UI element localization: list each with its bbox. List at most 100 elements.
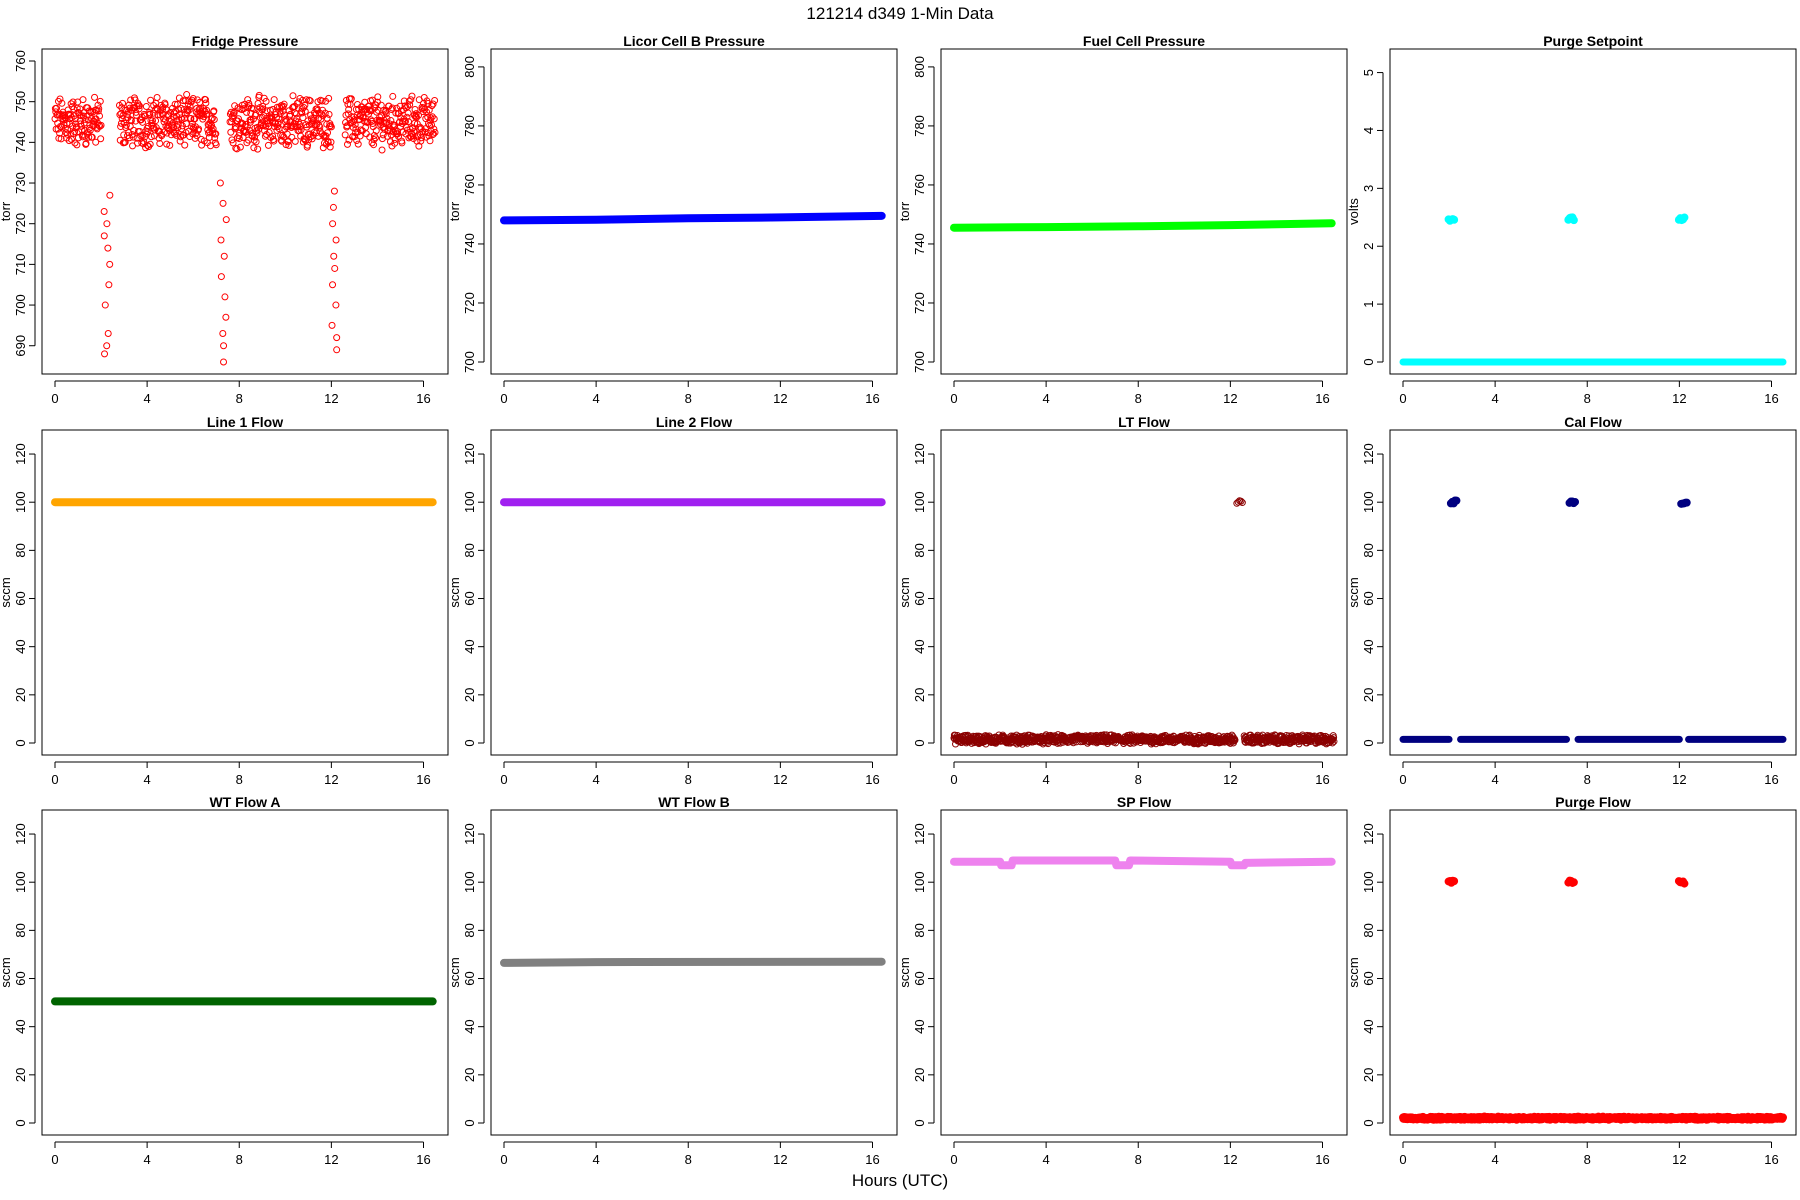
y-tick-label: 780	[462, 115, 477, 137]
data-point	[288, 133, 296, 141]
data-point	[147, 96, 155, 104]
y-tick-label: 40	[1361, 639, 1376, 653]
x-tick-label: 16	[416, 772, 430, 787]
data-point	[127, 96, 135, 104]
x-tick-label: 8	[236, 391, 243, 406]
y-tick-label: 120	[462, 443, 477, 465]
data-point	[202, 99, 210, 107]
data-point	[250, 136, 258, 144]
data-point	[190, 126, 198, 134]
data-point	[406, 101, 414, 109]
data-point	[327, 138, 335, 146]
data-point	[254, 145, 262, 153]
x-tick-label: 8	[1584, 1152, 1591, 1167]
x-tick-label: 4	[1043, 1152, 1050, 1167]
data-point	[275, 115, 283, 123]
y-tick-label: 100	[462, 871, 477, 893]
y-tick-label: 60	[1361, 591, 1376, 605]
data-point	[185, 106, 193, 114]
panel-licor-cell-b-pressure: Licor Cell B Pressure 0 4 8 12 16 700 720 740 760…	[447, 33, 898, 406]
data-point	[302, 137, 310, 145]
y-tick-label: 80	[1361, 543, 1376, 557]
data-point	[1237, 497, 1245, 505]
data-point	[173, 100, 181, 108]
data-point	[1238, 499, 1246, 507]
data-point	[388, 104, 396, 112]
data-point	[424, 100, 432, 108]
data-point	[374, 93, 382, 101]
y-tick-label: 40	[13, 639, 28, 653]
x-tick-label: 16	[1315, 1152, 1329, 1167]
data-point	[148, 117, 156, 125]
panel-title: Purge Flow	[1555, 794, 1631, 810]
x-tick-label: 4	[144, 772, 151, 787]
y-axis-label: torr	[447, 201, 462, 221]
y-tick-label: 120	[462, 823, 477, 845]
data-point	[194, 109, 202, 117]
x-tick-label: 8	[685, 772, 692, 787]
data-point	[387, 117, 395, 125]
data-point	[169, 113, 177, 121]
data-point	[404, 109, 412, 117]
data-point	[280, 100, 288, 108]
y-tick-label: 40	[912, 1019, 927, 1033]
y-tick-label: 80	[462, 543, 477, 557]
y-tick-label: 740	[912, 233, 927, 255]
data-point	[97, 135, 105, 143]
data-point	[401, 117, 409, 125]
data-point	[116, 111, 124, 119]
data-point	[232, 144, 240, 152]
y-tick-label: 40	[462, 639, 477, 653]
data-point	[430, 115, 438, 123]
data-point	[53, 104, 61, 112]
data-point	[100, 232, 108, 240]
data-point	[156, 140, 164, 148]
data-point	[417, 125, 425, 133]
data-point	[341, 131, 349, 139]
data-point	[119, 99, 127, 107]
x-tick-label: 4	[144, 391, 151, 406]
data-point	[300, 136, 308, 144]
data-point	[76, 105, 84, 113]
plot-frame	[490, 429, 898, 756]
data-point	[426, 116, 434, 124]
data-point	[222, 313, 230, 321]
x-tick-label: 8	[1584, 391, 1591, 406]
data-point	[258, 106, 266, 114]
data-point	[328, 321, 336, 329]
data-point	[178, 122, 186, 130]
data-point	[259, 105, 267, 113]
plot-frame	[490, 809, 898, 1136]
data-point	[429, 100, 437, 108]
data-point	[285, 141, 293, 149]
y-tick-label: 0	[912, 1119, 927, 1126]
data-point	[324, 138, 332, 146]
x-tick-label: 0	[950, 772, 957, 787]
y-tick-label: 740	[462, 233, 477, 255]
data-point	[426, 137, 434, 145]
data-point	[70, 112, 78, 120]
y-axis-label: sccm	[0, 957, 13, 987]
data-point	[229, 109, 237, 117]
data-point	[333, 334, 341, 342]
data-point	[242, 128, 250, 136]
data-point	[135, 105, 143, 113]
data-point	[279, 132, 287, 140]
data-point	[187, 115, 195, 123]
data-point	[210, 107, 218, 115]
data-point	[153, 94, 161, 102]
plot-frame	[41, 48, 449, 375]
y-tick-label: 0	[912, 739, 927, 746]
data-point	[100, 208, 108, 215]
data-point	[368, 139, 376, 147]
y-axis-label: sccm	[897, 577, 912, 607]
panel-title: Line 1 Flow	[207, 414, 283, 430]
y-tick-label: 100	[1361, 491, 1376, 513]
data-point	[141, 112, 149, 120]
x-tick-label: 4	[144, 1152, 151, 1167]
y-tick-label: 40	[462, 1019, 477, 1033]
data-point	[127, 117, 135, 125]
data-point	[311, 122, 319, 130]
data-point	[101, 350, 109, 358]
data-point	[370, 141, 378, 149]
